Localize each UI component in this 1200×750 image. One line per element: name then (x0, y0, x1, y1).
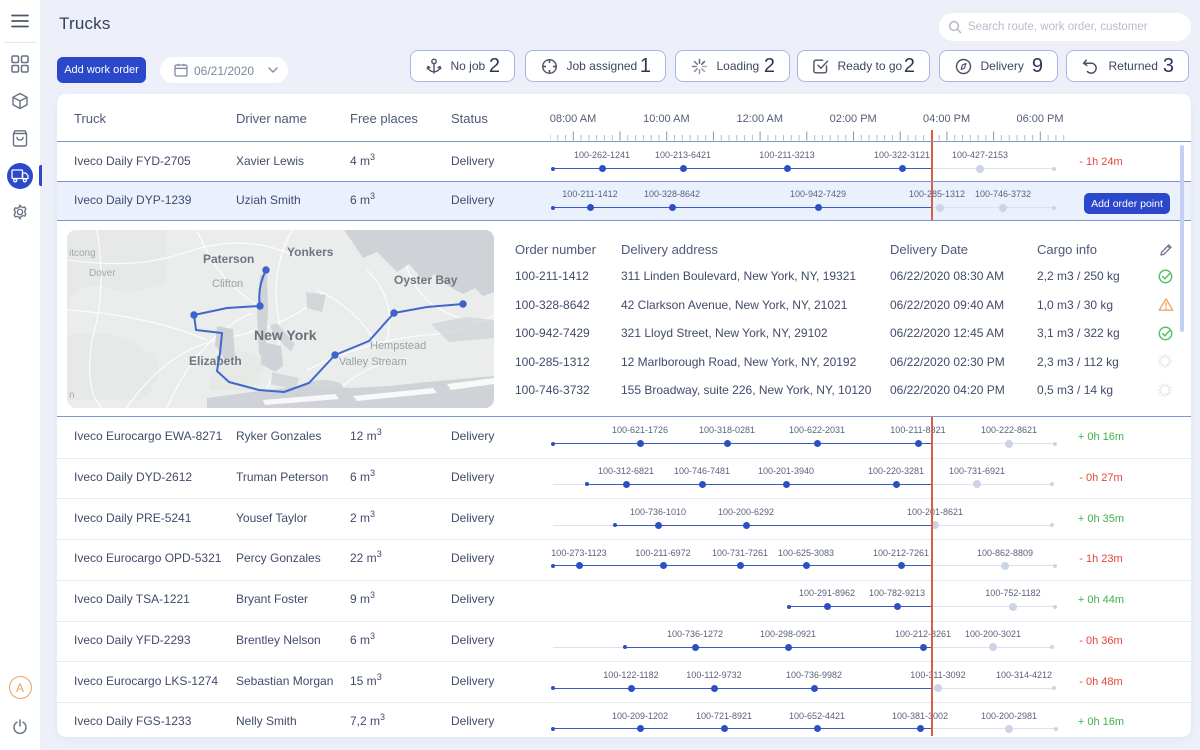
svg-text:Yonkers: Yonkers (287, 245, 334, 259)
svg-text:itcong: itcong (69, 248, 96, 259)
svg-text:Clifton: Clifton (212, 278, 243, 290)
svg-text:Elizabeth: Elizabeth (189, 354, 242, 368)
svg-text:Valley Stream: Valley Stream (339, 356, 407, 368)
svg-text:n: n (69, 390, 75, 401)
svg-text:Oyster Bay: Oyster Bay (394, 273, 458, 287)
svg-text:Paterson: Paterson (203, 252, 254, 266)
svg-text:Dover: Dover (89, 268, 116, 279)
svg-text:New York: New York (254, 327, 317, 343)
svg-text:Hempstead: Hempstead (370, 340, 426, 352)
